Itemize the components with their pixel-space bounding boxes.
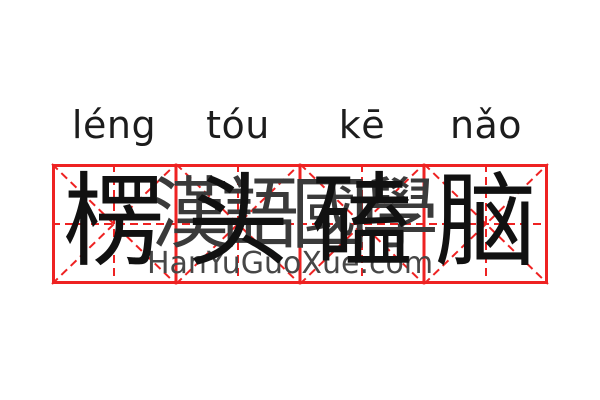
watermark-site-url: HanYuGuoXue.com [146,246,434,281]
pinyin-syllable: kē [338,103,386,147]
hanzi-character: 脑 [435,167,537,280]
pinyin-syllable: nǎo [449,103,523,147]
pinyin-row: léng tóu kē nǎo [52,98,548,152]
hanzi-cell: 楞 [52,164,176,284]
hanzi-character: 磕 [311,167,413,280]
watermark-cjk-text: 漢語國學 [150,171,439,258]
hanzi-character: 头 [187,167,289,280]
hanzi-character: 楞 [63,167,165,280]
grid-lines [51,163,549,285]
mizige-grid: 漢語國學 HanYuGuoXue.com 楞 头 磕 脑 [51,163,549,285]
hanzi-cell: 头 [176,164,300,284]
hanzi-cell: 磕 [300,164,424,284]
pinyin-syllable: léng [71,103,157,147]
pinyin-syllable: tóu [206,103,270,147]
hanzi-cell: 脑 [424,164,548,284]
hanzi-cells: 楞 头 磕 脑 [52,164,548,284]
